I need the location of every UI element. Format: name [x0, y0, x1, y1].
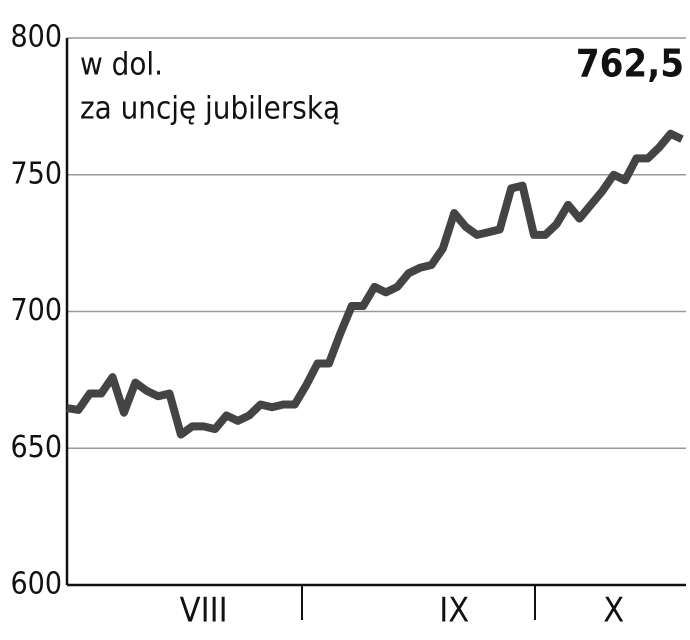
- annotation: za uncję jubilerską: [80, 91, 340, 127]
- y-tick-label: 600: [10, 567, 62, 602]
- price-line: [66, 129, 684, 439]
- x-tick-label: VIII: [180, 591, 228, 631]
- y-tick-label: 650: [10, 430, 62, 465]
- y-tick-label: 700: [10, 293, 62, 328]
- x-tick-label: IX: [439, 591, 469, 631]
- last-value: 762,5: [576, 42, 684, 86]
- y-tick-label: 800: [10, 20, 62, 55]
- annotation: w dol.: [80, 47, 163, 83]
- y-tick-label: 750: [10, 156, 62, 191]
- x-tick-label: X: [603, 591, 624, 631]
